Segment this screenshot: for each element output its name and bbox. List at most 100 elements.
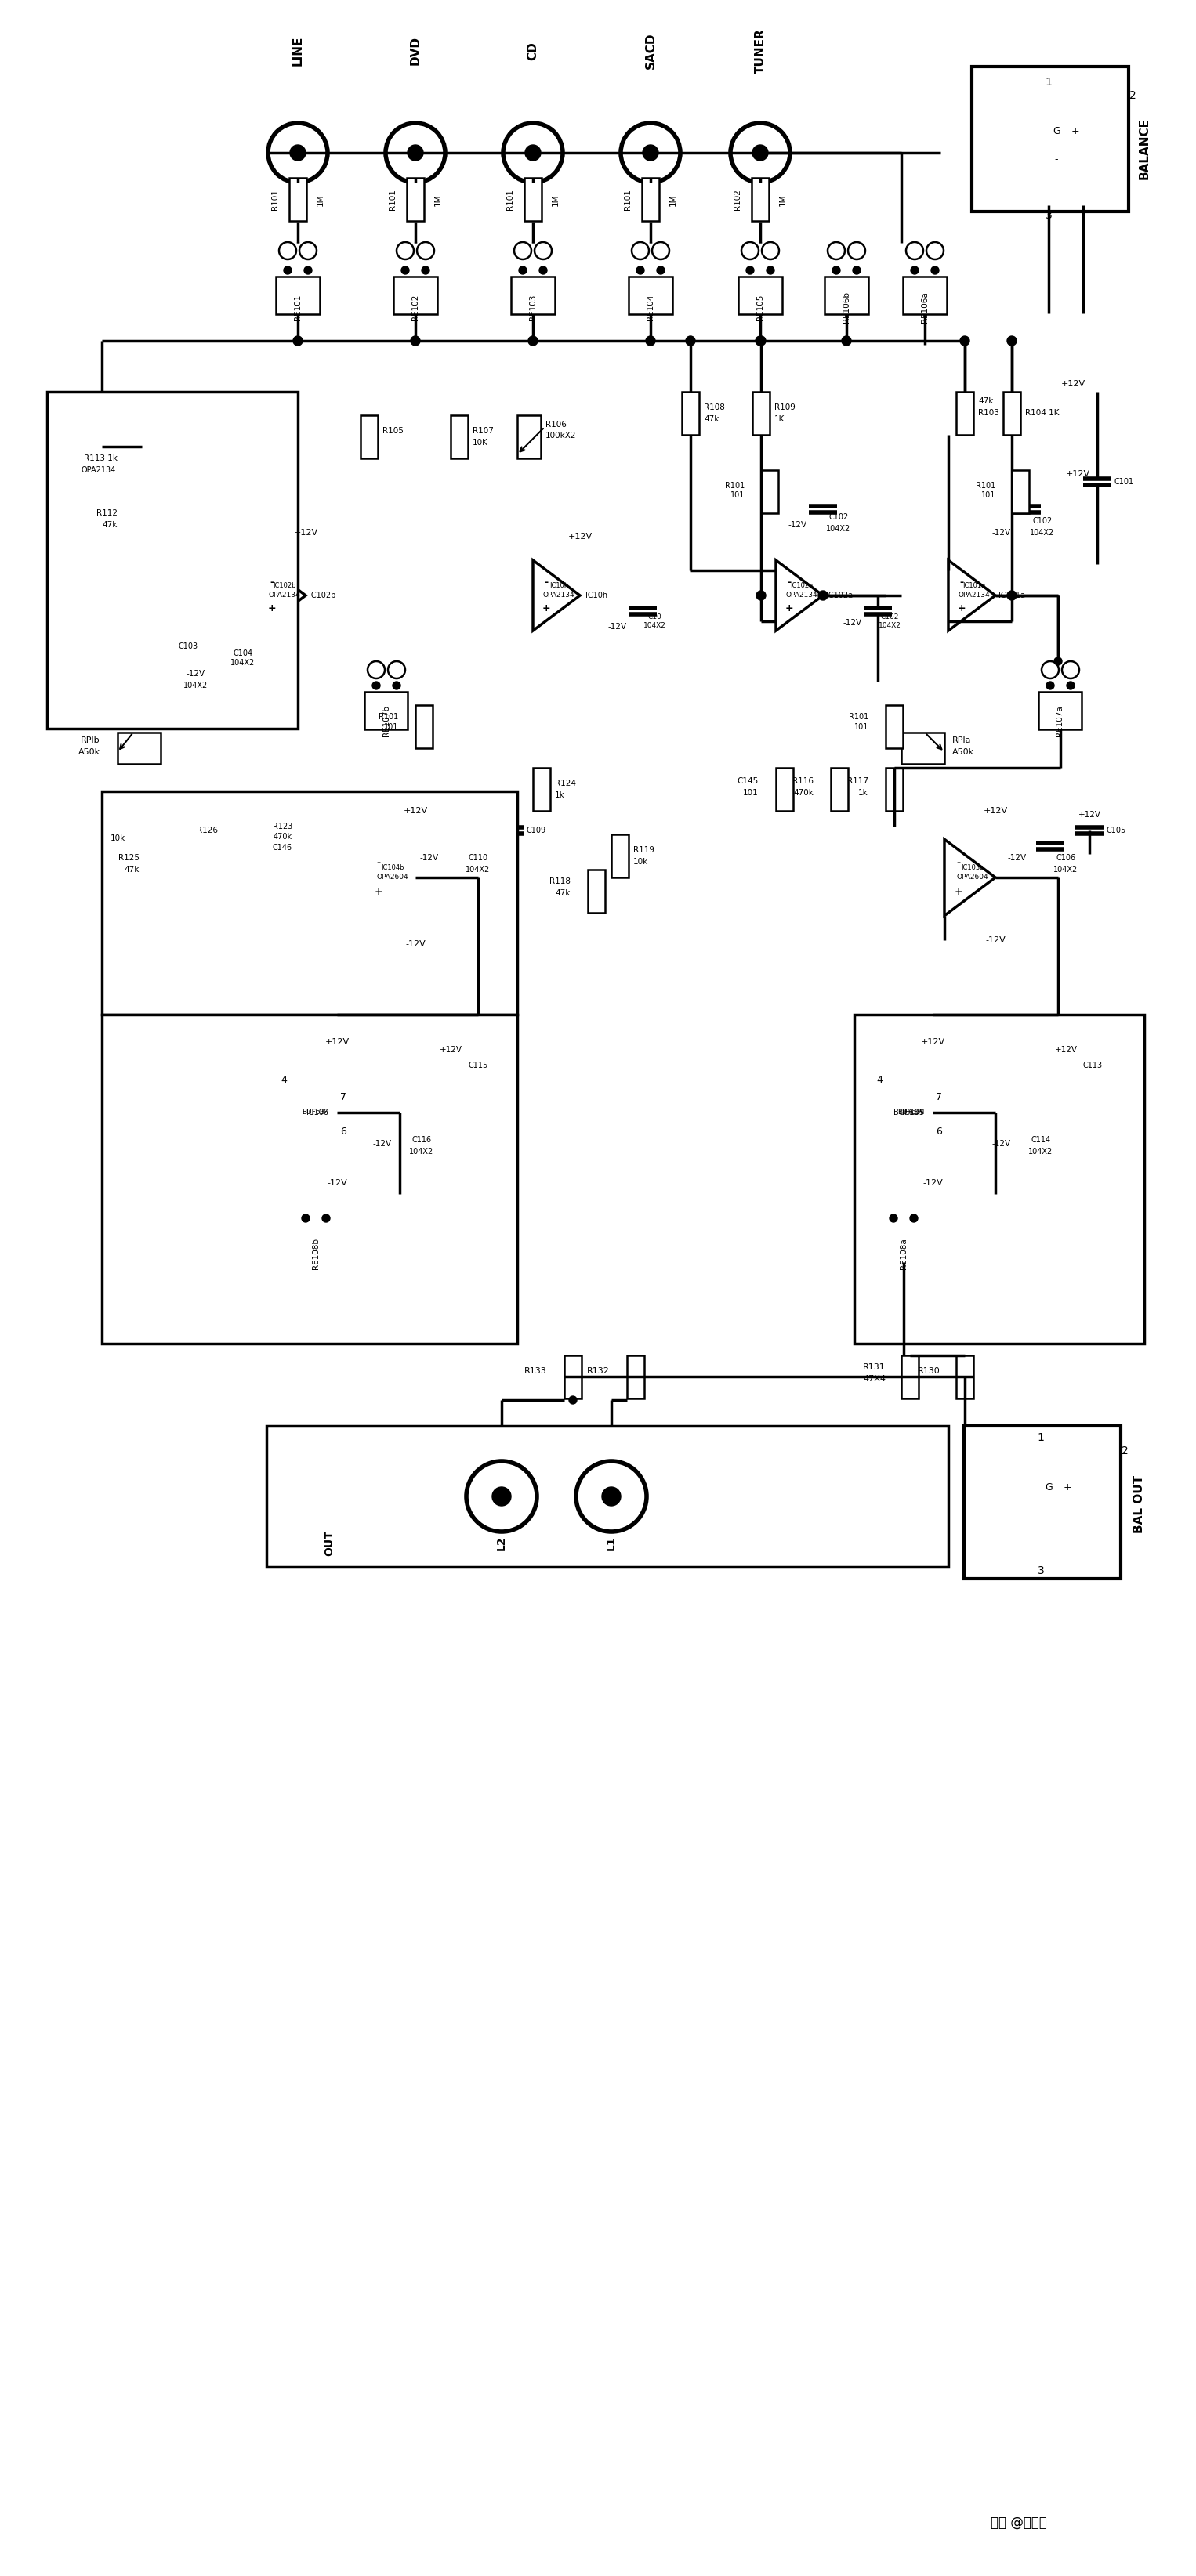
Circle shape bbox=[767, 265, 774, 273]
Bar bbox=[533, 768, 550, 811]
Circle shape bbox=[1063, 1504, 1087, 1528]
Text: 104X2: 104X2 bbox=[409, 1149, 434, 1157]
Text: L1: L1 bbox=[606, 1535, 617, 1551]
Circle shape bbox=[932, 265, 939, 273]
Polygon shape bbox=[776, 559, 823, 631]
Text: C106: C106 bbox=[1056, 855, 1075, 863]
Bar bbox=[518, 415, 541, 459]
Text: BALANCE: BALANCE bbox=[1139, 118, 1151, 180]
Circle shape bbox=[1054, 121, 1078, 144]
Bar bbox=[365, 693, 408, 729]
Text: 104X2: 104X2 bbox=[826, 526, 850, 533]
Circle shape bbox=[1067, 683, 1074, 690]
Text: IC102b: IC102b bbox=[309, 592, 336, 600]
Circle shape bbox=[293, 335, 303, 345]
Circle shape bbox=[1000, 1445, 1117, 1564]
Text: R133: R133 bbox=[525, 1368, 547, 1376]
Circle shape bbox=[322, 1213, 330, 1221]
Text: 1k: 1k bbox=[859, 788, 868, 796]
Polygon shape bbox=[258, 559, 306, 631]
Text: RE108a: RE108a bbox=[899, 1239, 908, 1270]
Text: DVD: DVD bbox=[409, 36, 421, 64]
Text: OPA2134: OPA2134 bbox=[543, 592, 575, 600]
Text: RE102: RE102 bbox=[411, 294, 420, 319]
Circle shape bbox=[317, 1195, 335, 1211]
Text: IC102a: IC102a bbox=[791, 582, 813, 590]
Bar bbox=[267, 1427, 948, 1566]
Bar bbox=[415, 706, 433, 747]
Circle shape bbox=[642, 144, 658, 160]
Circle shape bbox=[1009, 93, 1122, 206]
Text: R112: R112 bbox=[97, 510, 117, 518]
Circle shape bbox=[752, 144, 768, 160]
Text: +: + bbox=[954, 886, 963, 896]
Text: R126: R126 bbox=[196, 827, 218, 835]
Circle shape bbox=[907, 242, 923, 260]
Text: 10k: 10k bbox=[633, 858, 648, 866]
Bar bbox=[236, 819, 252, 863]
Text: IC104b: IC104b bbox=[380, 863, 404, 871]
Bar bbox=[881, 1224, 925, 1262]
Text: 4: 4 bbox=[877, 1074, 883, 1084]
Circle shape bbox=[848, 242, 865, 260]
Circle shape bbox=[410, 147, 420, 157]
Text: 10K: 10K bbox=[472, 438, 488, 446]
Text: OPA2604: OPA2604 bbox=[957, 873, 988, 881]
Text: 470k: 470k bbox=[274, 832, 292, 840]
Circle shape bbox=[1007, 590, 1017, 600]
Text: R101: R101 bbox=[976, 482, 995, 489]
Text: OPA2134: OPA2134 bbox=[958, 592, 990, 600]
Text: 4: 4 bbox=[281, 1074, 287, 1084]
Bar bbox=[310, 819, 327, 863]
Text: R113 1k: R113 1k bbox=[84, 453, 117, 461]
Text: 100kX2: 100kX2 bbox=[545, 433, 576, 440]
Text: RE105: RE105 bbox=[756, 294, 764, 319]
Bar bbox=[102, 1015, 518, 1345]
Text: IC106: IC106 bbox=[306, 1108, 329, 1115]
Text: LINE: LINE bbox=[292, 36, 304, 67]
Text: OPA2134: OPA2134 bbox=[81, 466, 116, 474]
Text: 10k: 10k bbox=[110, 835, 126, 842]
Text: 104X2: 104X2 bbox=[1054, 866, 1078, 873]
Bar bbox=[276, 276, 319, 314]
Text: +: + bbox=[542, 603, 550, 613]
Text: +12V: +12V bbox=[1078, 811, 1100, 819]
Text: 3: 3 bbox=[1037, 1566, 1044, 1577]
Text: +: + bbox=[1063, 1481, 1072, 1492]
Text: 101: 101 bbox=[743, 788, 758, 796]
Text: -12V: -12V bbox=[608, 623, 627, 631]
Text: BUF634: BUF634 bbox=[897, 1110, 925, 1115]
Text: BUF634: BUF634 bbox=[301, 1110, 329, 1115]
Bar bbox=[885, 768, 903, 811]
Bar bbox=[102, 791, 518, 1015]
Circle shape bbox=[853, 265, 861, 273]
Text: +12V: +12V bbox=[983, 806, 1007, 814]
Bar bbox=[451, 415, 468, 459]
Text: R104 1K: R104 1K bbox=[1025, 410, 1060, 417]
Text: R101: R101 bbox=[725, 482, 745, 489]
Text: OUT: OUT bbox=[324, 1530, 335, 1556]
Text: R101: R101 bbox=[506, 188, 514, 211]
Text: TUNER: TUNER bbox=[755, 28, 767, 75]
Text: R125: R125 bbox=[118, 855, 140, 863]
Circle shape bbox=[301, 1213, 310, 1221]
Circle shape bbox=[910, 265, 919, 273]
Circle shape bbox=[1042, 662, 1058, 677]
Bar bbox=[776, 768, 793, 811]
Text: R105: R105 bbox=[383, 428, 403, 435]
Circle shape bbox=[890, 1213, 897, 1221]
Bar bbox=[902, 1355, 919, 1399]
Text: 7: 7 bbox=[935, 1092, 942, 1103]
Text: 104X2: 104X2 bbox=[184, 683, 208, 690]
Text: RPlb: RPlb bbox=[81, 737, 100, 744]
Text: CD: CD bbox=[527, 41, 539, 59]
Text: RE107b: RE107b bbox=[383, 706, 390, 737]
Text: C101: C101 bbox=[1115, 479, 1134, 487]
Text: G: G bbox=[1052, 126, 1061, 137]
Bar bbox=[524, 178, 542, 222]
Circle shape bbox=[746, 265, 753, 273]
Text: -12V: -12V bbox=[993, 528, 1011, 536]
Circle shape bbox=[293, 147, 303, 157]
Polygon shape bbox=[948, 559, 995, 631]
Text: 2: 2 bbox=[1129, 90, 1136, 100]
